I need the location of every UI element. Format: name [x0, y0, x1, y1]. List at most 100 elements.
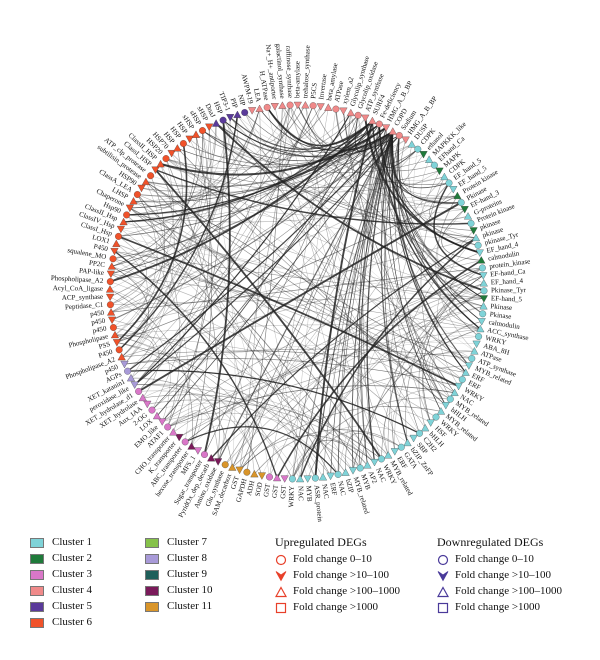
gene-node[interactable] — [472, 340, 481, 349]
gene-node[interactable] — [112, 239, 121, 247]
gene-node[interactable] — [133, 191, 141, 198]
gene-node[interactable] — [303, 475, 312, 483]
gene-node[interactable] — [384, 451, 393, 459]
gene-node[interactable] — [243, 468, 251, 476]
gene-node[interactable] — [296, 474, 305, 483]
gene-node[interactable] — [390, 448, 399, 456]
gene-node[interactable] — [403, 438, 412, 447]
gene-node[interactable] — [416, 429, 423, 437]
gene-node[interactable] — [135, 387, 143, 395]
gene-node[interactable] — [273, 473, 282, 482]
gene-node[interactable] — [110, 330, 120, 339]
gene-node[interactable] — [354, 111, 362, 119]
gene-node[interactable] — [147, 172, 155, 180]
gene-node[interactable] — [212, 119, 221, 127]
gene-node[interactable] — [124, 367, 132, 375]
gene-node[interactable] — [173, 144, 182, 152]
gene-node[interactable] — [464, 362, 473, 370]
gene-node[interactable] — [446, 395, 454, 403]
gene-node[interactable] — [255, 104, 264, 112]
gene-node[interactable] — [248, 107, 257, 115]
gene-node[interactable] — [475, 333, 483, 340]
gene-node[interactable] — [117, 352, 126, 361]
gene-node[interactable] — [129, 197, 138, 205]
gene-node[interactable] — [453, 191, 462, 200]
gene-node[interactable] — [436, 407, 446, 415]
gene-node[interactable] — [278, 101, 287, 109]
gene-node[interactable] — [137, 184, 146, 193]
gene-node[interactable] — [266, 473, 273, 481]
gene-node[interactable] — [479, 310, 487, 318]
gene-node[interactable] — [164, 423, 172, 431]
gene-node[interactable] — [119, 217, 128, 226]
gene-node[interactable] — [474, 241, 482, 249]
gene-node[interactable] — [120, 360, 129, 369]
gene-node[interactable] — [441, 402, 450, 410]
gene-node[interactable] — [324, 103, 333, 111]
gene-node[interactable] — [478, 264, 486, 272]
gene-node[interactable] — [201, 451, 208, 458]
gene-node[interactable] — [363, 461, 372, 469]
gene-node[interactable] — [226, 114, 235, 122]
gene-node[interactable] — [235, 466, 244, 475]
gene-node[interactable] — [401, 136, 410, 144]
gene-node[interactable] — [346, 108, 355, 117]
gene-node[interactable] — [187, 442, 196, 450]
gene-node[interactable] — [426, 419, 435, 427]
gene-node[interactable] — [477, 318, 486, 326]
gene-node[interactable] — [377, 455, 385, 463]
gene-node[interactable] — [425, 155, 434, 163]
gene-node[interactable] — [286, 101, 294, 109]
gene-node[interactable] — [109, 324, 117, 331]
gene-node[interactable] — [280, 475, 289, 483]
gene-node[interactable] — [107, 308, 116, 316]
gene-node[interactable] — [449, 186, 458, 194]
gene-node[interactable] — [233, 110, 242, 118]
gene-node[interactable] — [460, 206, 469, 214]
gene-node[interactable] — [432, 413, 440, 421]
gene-node[interactable] — [270, 103, 279, 111]
gene-node[interactable] — [463, 212, 473, 220]
gene-node[interactable] — [169, 428, 178, 436]
gene-node[interactable] — [339, 107, 348, 115]
gene-node[interactable] — [461, 368, 470, 376]
gene-node[interactable] — [467, 219, 475, 227]
gene-node[interactable] — [361, 114, 370, 123]
gene-node[interactable] — [123, 211, 131, 219]
gene-node[interactable] — [138, 393, 147, 402]
gene-node[interactable] — [293, 101, 302, 110]
gene-node[interactable] — [175, 434, 184, 442]
gene-node[interactable] — [181, 438, 189, 446]
gene-node[interactable] — [470, 347, 479, 355]
gene-node[interactable] — [318, 473, 328, 481]
gene-node[interactable] — [148, 406, 156, 414]
gene-node[interactable] — [469, 227, 478, 235]
gene-node[interactable] — [479, 272, 488, 280]
gene-node[interactable] — [454, 382, 463, 391]
gene-node[interactable] — [414, 145, 422, 153]
gene-node[interactable] — [185, 135, 194, 144]
gene-node[interactable] — [219, 116, 227, 124]
gene-node[interactable] — [471, 233, 481, 242]
gene-node[interactable] — [479, 279, 488, 287]
gene-node[interactable] — [440, 172, 449, 181]
gene-node[interactable] — [435, 167, 444, 176]
gene-node[interactable] — [158, 418, 167, 426]
gene-node[interactable] — [105, 285, 115, 293]
gene-node[interactable] — [205, 123, 214, 132]
gene-node[interactable] — [301, 101, 310, 109]
gene-node[interactable] — [191, 130, 201, 138]
gene-node[interactable] — [141, 177, 150, 185]
gene-node[interactable] — [334, 470, 342, 478]
gene-node[interactable] — [106, 301, 114, 309]
gene-node[interactable] — [419, 151, 428, 159]
gene-node[interactable] — [130, 381, 139, 389]
gene-node[interactable] — [370, 459, 379, 467]
gene-node[interactable] — [152, 411, 162, 420]
gene-node[interactable] — [193, 447, 202, 455]
gene-node[interactable] — [109, 255, 117, 263]
gene-node[interactable] — [479, 295, 488, 303]
gene-node[interactable] — [421, 423, 430, 432]
gene-node[interactable] — [450, 388, 459, 396]
gene-node[interactable] — [106, 293, 115, 302]
